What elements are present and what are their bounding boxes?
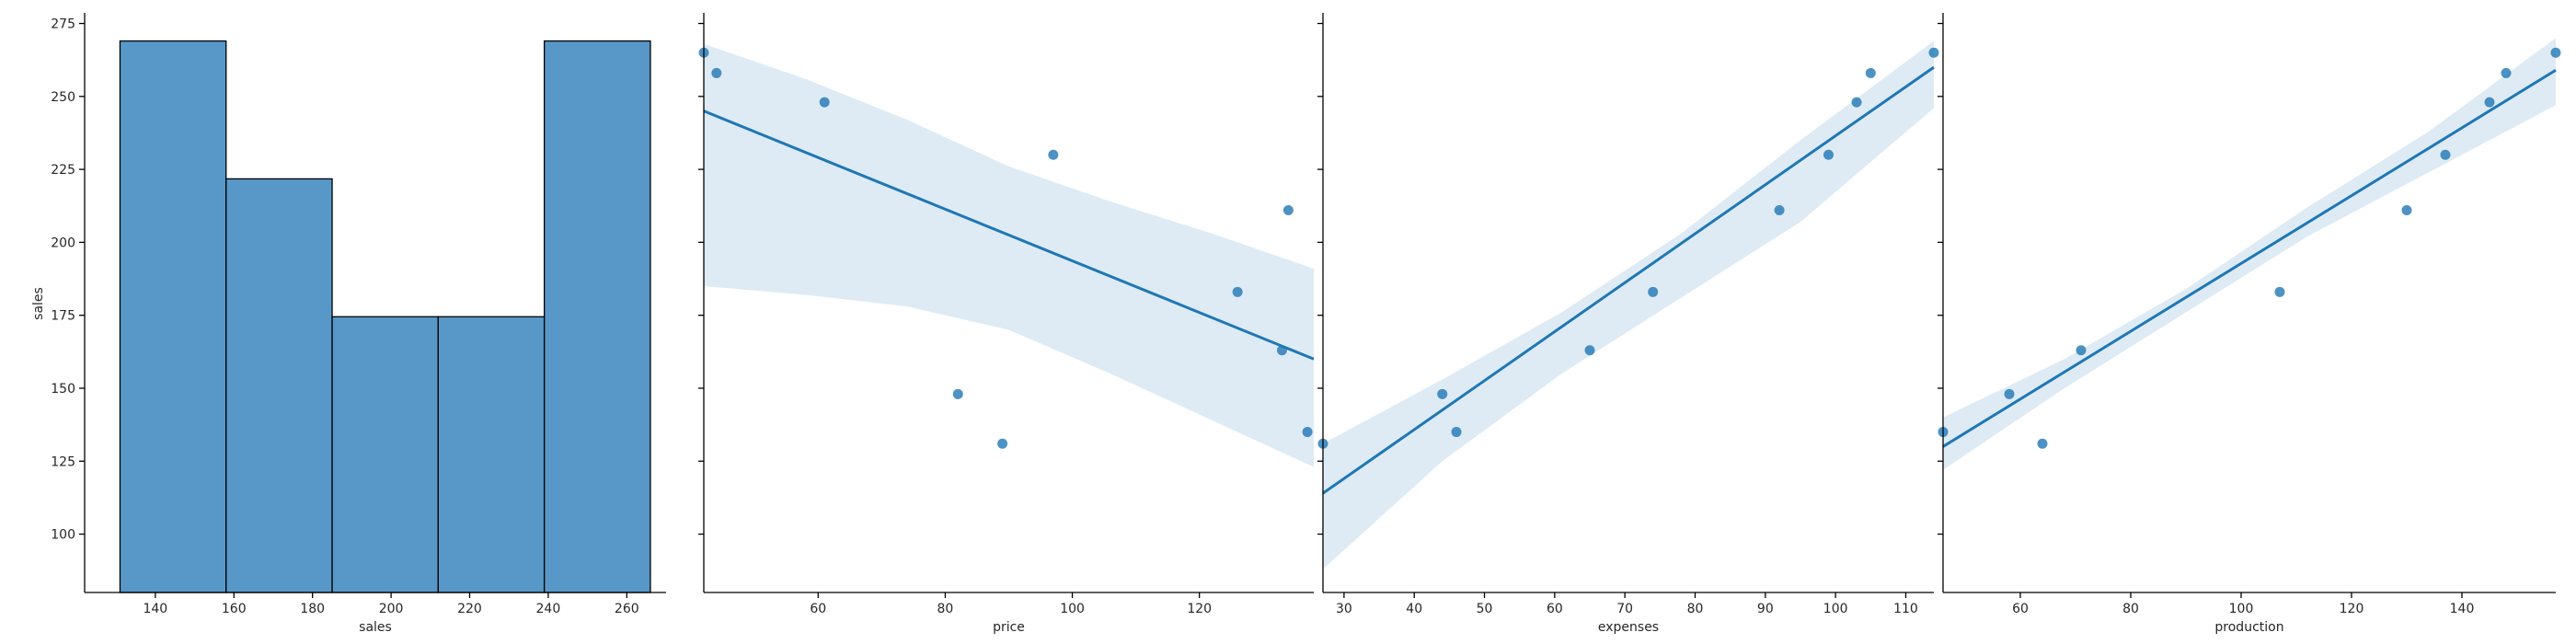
panel-expenses-point-9 xyxy=(1928,47,1939,58)
panel-sales-hist-bar-0 xyxy=(119,40,227,593)
y-tick-label: 200 xyxy=(51,236,75,250)
panel-expenses-point-2 xyxy=(1451,427,1462,438)
panel-production-x-tick-label: 80 xyxy=(2122,602,2139,616)
panel-sales: 100 125 150 175 200 225 250 275 140 160 180 200 220 2… xyxy=(51,13,666,635)
y-tick-label: 275 xyxy=(51,17,75,32)
panel-production: 60 80 100 120 140 production xyxy=(1938,13,2561,635)
y-tick-label: 225 xyxy=(51,163,75,178)
panel-expenses: 30 40 50 60 70 80 90 100 110 expenses xyxy=(1317,13,1939,635)
panel-price-point-9 xyxy=(1302,427,1313,438)
panel-price-x-tick-label: 120 xyxy=(1187,602,1212,616)
panel-expenses-x-tick-label: 50 xyxy=(1477,602,1493,616)
panel-production-point-3 xyxy=(2076,345,2087,356)
panel-expenses-x-tick-label: 30 xyxy=(1336,602,1352,616)
panel-production-x-axis-label: production xyxy=(2214,620,2283,635)
panel-sales-x-tick-label: 200 xyxy=(379,602,404,616)
panel-production-point-5 xyxy=(2401,205,2412,216)
panel-price: 60 80 100 120 price xyxy=(698,13,1315,635)
panel-production-point-7 xyxy=(2484,97,2495,108)
panel-expenses-x-axis-label: expenses xyxy=(1598,620,1659,635)
panel-price-x-axis-label: price xyxy=(993,620,1025,635)
y-tick-label: 100 xyxy=(51,528,75,543)
panel-price-point-6 xyxy=(1276,345,1287,356)
y-axis-label: sales xyxy=(31,287,46,320)
panel-expenses-x-tick-label: 100 xyxy=(1823,602,1848,616)
panel-expenses-regression-line xyxy=(1322,65,1935,495)
panel-production-regression-line xyxy=(1942,68,2557,448)
panel-production-confidence-band xyxy=(1943,38,2556,470)
panel-expenses-point-6 xyxy=(1823,149,1834,160)
panel-sales-x-tick-label: 140 xyxy=(143,602,167,616)
panels-group: sales 100 125 150 175 200 225 250 275 140 160 180 20… xyxy=(31,13,2561,635)
panel-price-x-tick-label: 100 xyxy=(1060,602,1085,616)
panel-expenses-point-7 xyxy=(1851,97,1862,108)
y-tick-label: 150 xyxy=(51,382,75,397)
panel-expenses-confidence-band xyxy=(1323,40,1934,569)
panel-sales-hist-bar-3 xyxy=(437,316,546,593)
panel-expenses-point-5 xyxy=(1774,205,1785,216)
panel-production-x-tick-label: 120 xyxy=(2340,602,2364,616)
panel-production-point-2 xyxy=(2037,438,2048,449)
panel-price-point-3 xyxy=(1048,149,1059,160)
panel-expenses-point-1 xyxy=(1437,388,1448,399)
panel-sales-x-tick-label: 180 xyxy=(300,602,325,616)
panel-expenses-x-tick-label: 110 xyxy=(1893,602,1918,616)
panel-price-point-1 xyxy=(711,67,722,78)
panel-sales-x-tick-label: 220 xyxy=(457,602,482,616)
panel-sales-hist-bar-1 xyxy=(225,178,333,593)
panel-expenses-x-tick-label: 70 xyxy=(1616,602,1633,616)
y-tick-label: 175 xyxy=(51,309,75,324)
panel-production-x-tick-label: 140 xyxy=(2450,602,2475,616)
panel-sales-x-tick-label: 160 xyxy=(222,602,247,616)
panel-sales-x-tick-label: 260 xyxy=(615,602,639,616)
panel-production-point-6 xyxy=(2440,149,2451,160)
panel-price-x-tick-label: 80 xyxy=(937,602,954,616)
panel-sales-x-axis-label: sales xyxy=(359,620,392,635)
panel-production-x-tick-label: 60 xyxy=(2012,602,2029,616)
panel-price-point-2 xyxy=(819,97,830,108)
panel-price-point-7 xyxy=(952,388,963,399)
panel-price-point-5 xyxy=(1232,286,1243,297)
panel-production-point-4 xyxy=(2274,286,2285,297)
panel-expenses-x-tick-label: 60 xyxy=(1547,602,1563,616)
panel-price-x-tick-label: 60 xyxy=(810,602,826,616)
panel-production-point-9 xyxy=(2550,47,2561,58)
panel-expenses-point-4 xyxy=(1648,286,1659,297)
panel-price-point-8 xyxy=(997,438,1008,449)
y-tick-label: 125 xyxy=(51,454,75,469)
panel-expenses-x-tick-label: 90 xyxy=(1757,602,1774,616)
panel-price-regression-line xyxy=(703,109,1315,361)
panel-production-x-tick-label: 100 xyxy=(2229,602,2254,616)
panel-price-confidence-band xyxy=(704,43,1314,467)
panel-expenses-x-tick-label: 40 xyxy=(1406,602,1422,616)
panel-sales-x-tick-label: 240 xyxy=(536,602,561,616)
y-tick-label: 250 xyxy=(51,90,75,105)
panel-expenses-point-3 xyxy=(1584,345,1595,356)
panel-sales-hist-bar-2 xyxy=(331,316,439,593)
panel-sales-hist-bar-4 xyxy=(543,40,651,593)
panel-expenses-point-8 xyxy=(1865,67,1876,78)
panel-expenses-x-tick-label: 80 xyxy=(1687,602,1704,616)
panel-production-point-1 xyxy=(2004,388,2015,399)
panel-production-point-8 xyxy=(2501,67,2512,78)
panel-price-point-4 xyxy=(1282,205,1294,216)
